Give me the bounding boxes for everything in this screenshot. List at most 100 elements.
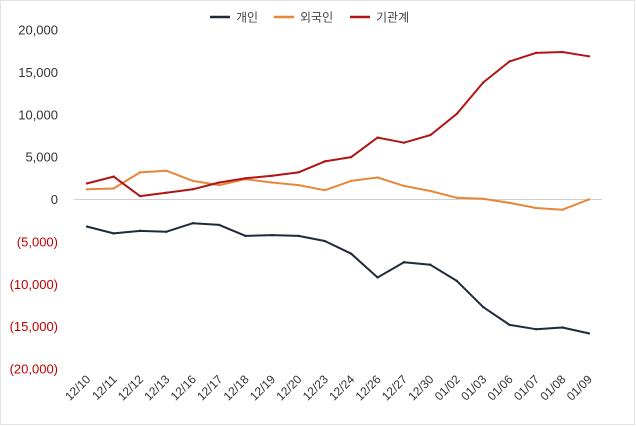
data-point (587, 332, 590, 335)
data-point (270, 181, 274, 184)
data-point (402, 261, 406, 264)
x-tick-label: 01/08 (537, 372, 568, 403)
y-tick-label: (15,000) (10, 319, 58, 334)
data-point (165, 230, 168, 233)
y-tick-label: 20,000 (18, 23, 58, 38)
data-point (86, 182, 89, 185)
x-axis: 12/1012/1112/1212/1312/1612/1712/1812/19… (62, 372, 595, 403)
x-tick-label: 12/10 (62, 372, 93, 403)
data-point (429, 189, 432, 193)
data-point (402, 141, 406, 144)
data-point (350, 155, 353, 159)
x-tick-label: 12/16 (168, 372, 199, 403)
data-point (534, 327, 538, 331)
y-tick-label: 5,000 (25, 150, 58, 165)
data-point (508, 60, 511, 63)
y-tick-label: 10,000 (18, 107, 58, 122)
x-tick-label: 12/17 (194, 372, 225, 403)
data-point (218, 183, 221, 187)
data-point (138, 229, 142, 233)
data-point (297, 234, 300, 238)
y-tick-label: (5,000) (17, 234, 58, 249)
data-point (218, 223, 221, 227)
data-point (508, 201, 511, 205)
data-point (376, 176, 379, 179)
data-point (561, 208, 564, 211)
data-point (218, 181, 221, 184)
data-point (323, 239, 326, 243)
x-tick-label: 12/19 (247, 372, 278, 403)
x-tick-label: 12/12 (115, 372, 146, 403)
data-point (244, 234, 247, 238)
data-point (455, 279, 458, 283)
series-group (74, 50, 602, 335)
data-point (482, 81, 485, 84)
y-tick-label: (10,000) (10, 277, 58, 292)
data-point (86, 188, 89, 191)
data-point (455, 196, 458, 200)
data-point (561, 50, 564, 54)
data-point (191, 222, 194, 225)
data-point (350, 179, 353, 183)
data-point (508, 323, 511, 327)
x-tick-label: 01/07 (511, 372, 542, 403)
series-line-1 (86, 222, 590, 335)
data-point (429, 263, 432, 266)
data-point (587, 55, 590, 58)
data-point (429, 133, 432, 137)
data-point (561, 326, 564, 329)
data-point (191, 179, 194, 183)
data-point (482, 197, 485, 200)
data-point (112, 232, 115, 235)
data-point (270, 233, 274, 237)
y-tick-label: 15,000 (18, 65, 58, 80)
x-tick-label: 01/03 (458, 372, 489, 403)
data-point (270, 174, 274, 177)
x-tick-label: 12/27 (379, 372, 410, 403)
x-tick-label: 12/18 (221, 372, 252, 403)
data-point (587, 198, 590, 201)
x-tick-label: 12/13 (141, 372, 172, 403)
data-point (323, 188, 326, 192)
data-point (138, 171, 142, 174)
series-line-2 (86, 169, 590, 211)
y-tick-label: (20,000) (10, 362, 58, 377)
data-point (297, 183, 300, 187)
x-tick-label: 01/09 (564, 372, 595, 403)
x-tick-label: 01/06 (485, 372, 516, 403)
data-point (534, 206, 538, 210)
data-point (138, 194, 142, 198)
data-point (350, 252, 353, 255)
data-point (455, 112, 458, 116)
data-point (244, 177, 247, 180)
x-tick-label: 12/30 (405, 372, 436, 403)
data-point (402, 184, 406, 188)
legend-label: 외국인 (300, 11, 333, 25)
legend: 개인 외국인 기관계 (210, 11, 409, 25)
data-point (376, 136, 379, 139)
data-point (191, 188, 194, 191)
y-tick-label: 0 (51, 192, 58, 207)
data-point (86, 225, 89, 228)
legend-label: 기관계 (376, 11, 409, 25)
data-point (112, 175, 115, 178)
legend-label: 개인 (236, 11, 258, 25)
data-point (165, 169, 168, 172)
x-tick-label: 01/02 (432, 372, 463, 403)
x-tick-label: 12/11 (89, 372, 120, 403)
data-point (534, 51, 538, 55)
data-point (112, 187, 115, 190)
data-point (165, 191, 168, 194)
series-line-3 (86, 51, 590, 198)
y-axis: 20,000 15,000 10,000 5,000 0 (5,000) (10,000) (… (10, 23, 58, 377)
data-point (482, 305, 485, 309)
data-point (376, 276, 379, 279)
x-tick-label: 12/24 (326, 372, 357, 403)
data-point (323, 160, 326, 163)
data-point (297, 171, 300, 174)
x-tick-label: 12/26 (353, 372, 384, 403)
x-tick-label: 12/20 (273, 372, 304, 403)
x-tick-label: 12/23 (300, 372, 331, 403)
